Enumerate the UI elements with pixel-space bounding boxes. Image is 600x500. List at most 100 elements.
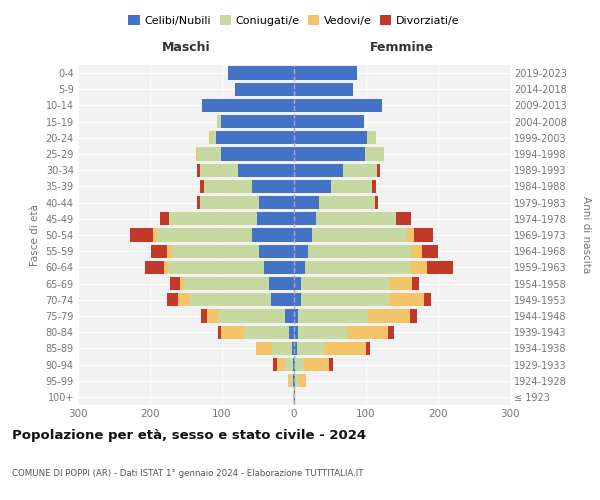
Bar [259, 244, 294, 258]
Bar [294, 244, 308, 258]
Bar [301, 277, 389, 290]
Bar [157, 228, 252, 241]
Bar [294, 131, 367, 144]
Bar [324, 342, 366, 355]
Bar [294, 148, 365, 160]
Bar [312, 228, 407, 241]
Text: Femmine: Femmine [370, 42, 434, 54]
Bar [294, 277, 301, 290]
Bar [217, 115, 221, 128]
Bar [298, 326, 347, 339]
Bar [319, 196, 374, 209]
Bar [294, 310, 298, 322]
Bar [164, 260, 168, 274]
Bar [286, 310, 294, 322]
Bar [294, 326, 298, 339]
Bar [294, 164, 343, 177]
Bar [366, 342, 370, 355]
Bar [168, 260, 264, 274]
Bar [412, 260, 427, 274]
Bar [211, 131, 216, 144]
Bar [201, 310, 207, 322]
Bar [196, 148, 197, 160]
Bar [343, 164, 377, 177]
Bar [256, 342, 272, 355]
Bar [427, 260, 453, 274]
Bar [190, 293, 271, 306]
Bar [197, 148, 221, 160]
Bar [389, 293, 424, 306]
Bar [410, 244, 422, 258]
Bar [294, 66, 358, 80]
Bar [299, 374, 306, 388]
Bar [288, 374, 291, 388]
Bar [412, 277, 419, 290]
Bar [294, 358, 295, 371]
Bar [377, 164, 380, 177]
Bar [179, 277, 184, 290]
Bar [292, 342, 294, 355]
Bar [218, 326, 221, 339]
Bar [160, 212, 169, 226]
Y-axis label: Fasce di età: Fasce di età [30, 204, 40, 266]
Bar [373, 180, 376, 193]
Bar [197, 196, 200, 209]
Bar [308, 244, 410, 258]
Bar [414, 228, 433, 241]
Bar [200, 164, 238, 177]
Bar [305, 260, 412, 274]
Bar [294, 260, 305, 274]
Bar [167, 293, 178, 306]
Bar [209, 131, 211, 144]
Bar [277, 358, 286, 371]
Bar [347, 326, 388, 339]
Bar [291, 374, 293, 388]
Bar [298, 310, 368, 322]
Bar [273, 358, 277, 371]
Bar [304, 358, 329, 371]
Bar [295, 374, 299, 388]
Bar [252, 180, 294, 193]
Bar [221, 148, 294, 160]
Bar [424, 293, 431, 306]
Bar [422, 244, 438, 258]
Bar [294, 196, 319, 209]
Bar [294, 82, 353, 96]
Bar [294, 180, 331, 193]
Bar [252, 228, 294, 241]
Bar [294, 390, 295, 404]
Bar [204, 180, 252, 193]
Bar [293, 390, 294, 404]
Bar [272, 342, 292, 355]
Bar [294, 374, 295, 388]
Bar [293, 358, 294, 371]
Bar [316, 212, 396, 226]
Bar [301, 293, 389, 306]
Bar [145, 260, 164, 274]
Bar [294, 212, 316, 226]
Bar [297, 342, 324, 355]
Bar [151, 244, 167, 258]
Bar [407, 228, 414, 241]
Bar [207, 310, 219, 322]
Bar [197, 164, 200, 177]
Bar [202, 99, 294, 112]
Bar [389, 277, 412, 290]
Bar [294, 293, 301, 306]
Y-axis label: Anni di nascita: Anni di nascita [581, 196, 591, 274]
Bar [271, 293, 294, 306]
Bar [388, 326, 394, 339]
Bar [235, 82, 294, 96]
Bar [200, 196, 259, 209]
Bar [244, 326, 289, 339]
Bar [295, 358, 304, 371]
Bar [170, 277, 179, 290]
Bar [228, 66, 294, 80]
Bar [184, 277, 269, 290]
Bar [221, 326, 244, 339]
Bar [130, 228, 153, 241]
Bar [269, 277, 294, 290]
Text: COMUNE DI POPPI (AR) - Dati ISTAT 1° gennaio 2024 - Elaborazione TUTTITALIA.IT: COMUNE DI POPPI (AR) - Dati ISTAT 1° gen… [12, 468, 364, 477]
Bar [367, 131, 376, 144]
Legend: Celibi/Nubili, Coniugati/e, Vedovi/e, Divorziati/e: Celibi/Nubili, Coniugati/e, Vedovi/e, Di… [125, 12, 463, 29]
